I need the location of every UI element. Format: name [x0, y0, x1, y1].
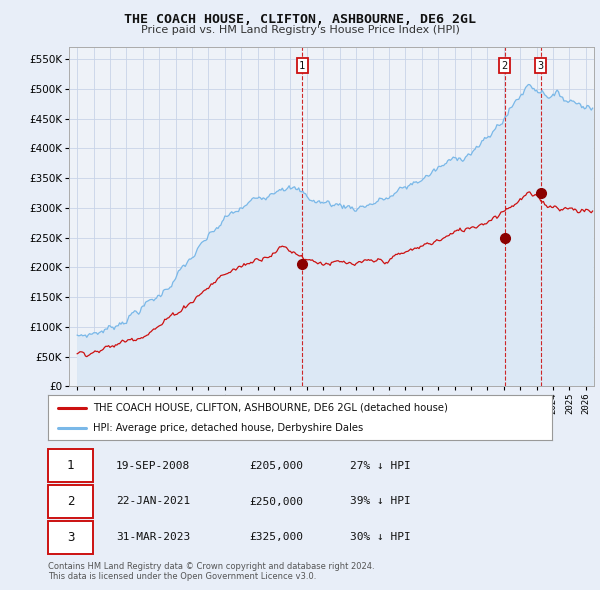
Text: £325,000: £325,000 [250, 532, 304, 542]
Text: 2: 2 [502, 61, 508, 71]
Text: HPI: Average price, detached house, Derbyshire Dales: HPI: Average price, detached house, Derb… [94, 424, 364, 434]
Text: 30% ↓ HPI: 30% ↓ HPI [350, 532, 411, 542]
FancyBboxPatch shape [48, 485, 94, 519]
FancyBboxPatch shape [48, 449, 94, 483]
Text: 31-MAR-2023: 31-MAR-2023 [116, 532, 190, 542]
Text: 27% ↓ HPI: 27% ↓ HPI [350, 461, 411, 471]
Text: 3: 3 [538, 61, 544, 71]
Text: 3: 3 [67, 531, 74, 544]
Text: THE COACH HOUSE, CLIFTON, ASHBOURNE, DE6 2GL: THE COACH HOUSE, CLIFTON, ASHBOURNE, DE6… [124, 13, 476, 26]
Text: £250,000: £250,000 [250, 497, 304, 506]
Text: 19-SEP-2008: 19-SEP-2008 [116, 461, 190, 471]
Text: 2: 2 [67, 495, 74, 508]
Text: Contains HM Land Registry data © Crown copyright and database right 2024.: Contains HM Land Registry data © Crown c… [48, 562, 374, 571]
Text: 39% ↓ HPI: 39% ↓ HPI [350, 497, 411, 506]
Text: Price paid vs. HM Land Registry's House Price Index (HPI): Price paid vs. HM Land Registry's House … [140, 25, 460, 35]
Text: 1: 1 [67, 459, 74, 472]
Text: 22-JAN-2021: 22-JAN-2021 [116, 497, 190, 506]
Text: 1: 1 [299, 61, 305, 71]
Text: £205,000: £205,000 [250, 461, 304, 471]
Text: This data is licensed under the Open Government Licence v3.0.: This data is licensed under the Open Gov… [48, 572, 316, 581]
FancyBboxPatch shape [48, 520, 94, 554]
Text: THE COACH HOUSE, CLIFTON, ASHBOURNE, DE6 2GL (detached house): THE COACH HOUSE, CLIFTON, ASHBOURNE, DE6… [94, 403, 448, 412]
